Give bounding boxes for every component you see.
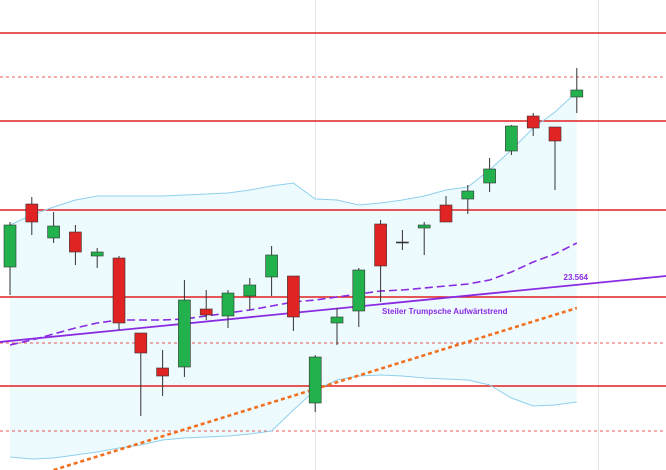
candle-body bbox=[417, 224, 431, 229]
band-fill bbox=[10, 92, 577, 459]
candle-body bbox=[3, 224, 17, 268]
candle-body bbox=[439, 204, 453, 223]
candle-body bbox=[548, 126, 562, 142]
candle-body bbox=[352, 269, 366, 312]
candle-body bbox=[483, 168, 496, 184]
trend-line bbox=[0, 275, 666, 343]
candle-body bbox=[221, 292, 235, 317]
candle-body bbox=[374, 223, 387, 267]
candle-body bbox=[134, 332, 148, 354]
candle-body bbox=[156, 367, 169, 377]
candle-body bbox=[330, 316, 344, 324]
candle-body bbox=[505, 125, 518, 152]
candle-body bbox=[90, 251, 104, 257]
level-label: 23.564 bbox=[564, 273, 589, 282]
upper-band bbox=[9, 91, 578, 226]
annotation: Steiler Trumpsche Aufwärtstrend bbox=[382, 307, 508, 316]
candle-body bbox=[199, 308, 213, 316]
candle-body bbox=[112, 257, 126, 324]
candle-body bbox=[178, 299, 191, 368]
candle-body bbox=[526, 115, 540, 129]
candle-body bbox=[47, 225, 60, 239]
candle-body bbox=[265, 254, 278, 278]
candle-body bbox=[287, 275, 300, 318]
lower-band bbox=[9, 374, 577, 460]
moving-average bbox=[9, 242, 578, 346]
candle-body bbox=[25, 203, 39, 223]
candle-body bbox=[570, 89, 584, 98]
candle-body bbox=[308, 356, 322, 404]
candle-body bbox=[69, 231, 82, 253]
candle-body bbox=[396, 241, 409, 244]
candle-body bbox=[461, 190, 475, 200]
candle-body bbox=[243, 284, 257, 297]
